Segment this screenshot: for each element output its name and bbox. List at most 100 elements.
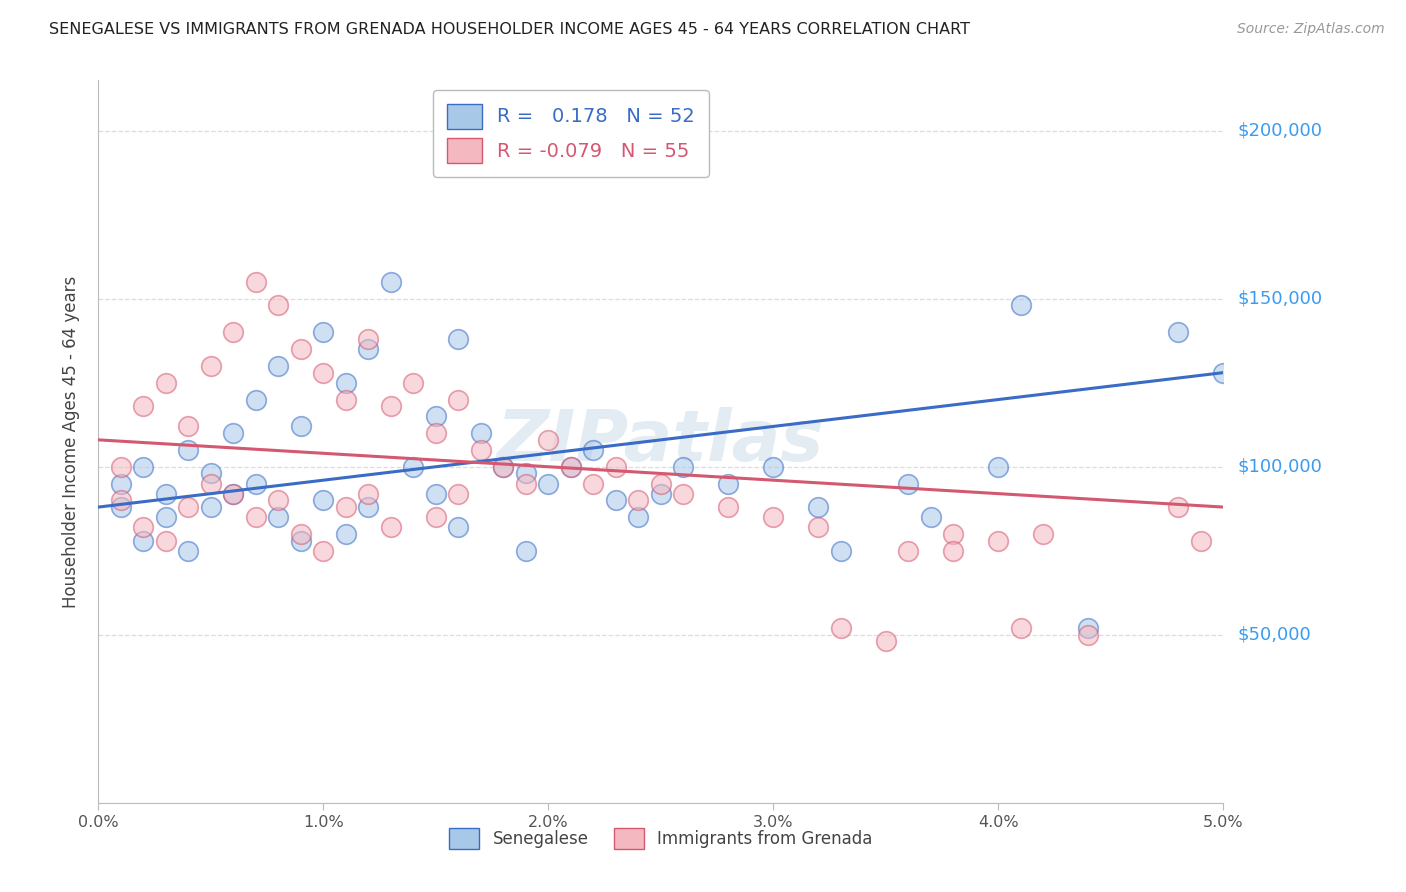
Point bbox=[447, 392, 470, 407]
Point bbox=[155, 486, 177, 500]
Point bbox=[177, 500, 200, 514]
Point bbox=[312, 543, 335, 558]
Point bbox=[335, 527, 357, 541]
Point bbox=[245, 510, 267, 524]
Point bbox=[492, 459, 515, 474]
Point bbox=[920, 510, 942, 524]
Point bbox=[335, 376, 357, 390]
Point bbox=[245, 392, 267, 407]
Point bbox=[1010, 621, 1032, 635]
Point bbox=[447, 486, 470, 500]
Point bbox=[132, 533, 155, 548]
Point bbox=[582, 476, 605, 491]
Point bbox=[560, 459, 582, 474]
Point bbox=[672, 459, 695, 474]
Point bbox=[132, 399, 155, 413]
Point bbox=[380, 399, 402, 413]
Point bbox=[492, 459, 515, 474]
Point bbox=[830, 621, 852, 635]
Point bbox=[267, 493, 290, 508]
Point bbox=[762, 459, 785, 474]
Point bbox=[830, 543, 852, 558]
Point bbox=[402, 376, 425, 390]
Point bbox=[110, 476, 132, 491]
Point bbox=[155, 510, 177, 524]
Point bbox=[110, 500, 132, 514]
Point bbox=[245, 275, 267, 289]
Point bbox=[110, 493, 132, 508]
Point bbox=[515, 476, 537, 491]
Text: $150,000: $150,000 bbox=[1237, 290, 1322, 308]
Point bbox=[155, 376, 177, 390]
Point bbox=[425, 426, 447, 441]
Point bbox=[335, 392, 357, 407]
Point bbox=[717, 476, 740, 491]
Point bbox=[312, 326, 335, 340]
Point bbox=[1077, 621, 1099, 635]
Point bbox=[380, 520, 402, 534]
Point bbox=[245, 476, 267, 491]
Point bbox=[267, 510, 290, 524]
Point bbox=[987, 533, 1010, 548]
Point bbox=[650, 486, 672, 500]
Text: $100,000: $100,000 bbox=[1237, 458, 1322, 475]
Point bbox=[222, 426, 245, 441]
Point bbox=[537, 476, 560, 491]
Point bbox=[897, 543, 920, 558]
Point bbox=[650, 476, 672, 491]
Point bbox=[447, 520, 470, 534]
Point bbox=[515, 543, 537, 558]
Point bbox=[290, 533, 312, 548]
Point bbox=[470, 426, 492, 441]
Point bbox=[807, 520, 830, 534]
Point bbox=[537, 433, 560, 447]
Point bbox=[312, 366, 335, 380]
Point bbox=[290, 342, 312, 356]
Point bbox=[807, 500, 830, 514]
Point bbox=[425, 409, 447, 424]
Text: $200,000: $200,000 bbox=[1237, 121, 1322, 140]
Point bbox=[177, 419, 200, 434]
Point bbox=[335, 500, 357, 514]
Point bbox=[672, 486, 695, 500]
Point bbox=[222, 486, 245, 500]
Point bbox=[717, 500, 740, 514]
Point bbox=[627, 510, 650, 524]
Point bbox=[132, 520, 155, 534]
Point bbox=[357, 342, 380, 356]
Point bbox=[582, 442, 605, 457]
Point bbox=[357, 486, 380, 500]
Point bbox=[1167, 326, 1189, 340]
Point bbox=[200, 467, 222, 481]
Point bbox=[357, 332, 380, 346]
Point bbox=[1032, 527, 1054, 541]
Point bbox=[267, 359, 290, 373]
Point bbox=[897, 476, 920, 491]
Point bbox=[425, 486, 447, 500]
Point bbox=[290, 527, 312, 541]
Point bbox=[357, 500, 380, 514]
Point bbox=[155, 533, 177, 548]
Point bbox=[380, 275, 402, 289]
Text: $50,000: $50,000 bbox=[1237, 626, 1310, 644]
Point bbox=[200, 500, 222, 514]
Point bbox=[132, 459, 155, 474]
Y-axis label: Householder Income Ages 45 - 64 years: Householder Income Ages 45 - 64 years bbox=[62, 276, 80, 607]
Point bbox=[177, 543, 200, 558]
Point bbox=[1189, 533, 1212, 548]
Point bbox=[1077, 628, 1099, 642]
Point bbox=[942, 543, 965, 558]
Point bbox=[222, 326, 245, 340]
Point bbox=[1212, 366, 1234, 380]
Point bbox=[762, 510, 785, 524]
Point bbox=[1010, 298, 1032, 312]
Point bbox=[425, 510, 447, 524]
Point bbox=[627, 493, 650, 508]
Point bbox=[222, 486, 245, 500]
Point bbox=[942, 527, 965, 541]
Point bbox=[987, 459, 1010, 474]
Point bbox=[200, 476, 222, 491]
Point bbox=[470, 442, 492, 457]
Point bbox=[515, 467, 537, 481]
Point bbox=[875, 634, 897, 648]
